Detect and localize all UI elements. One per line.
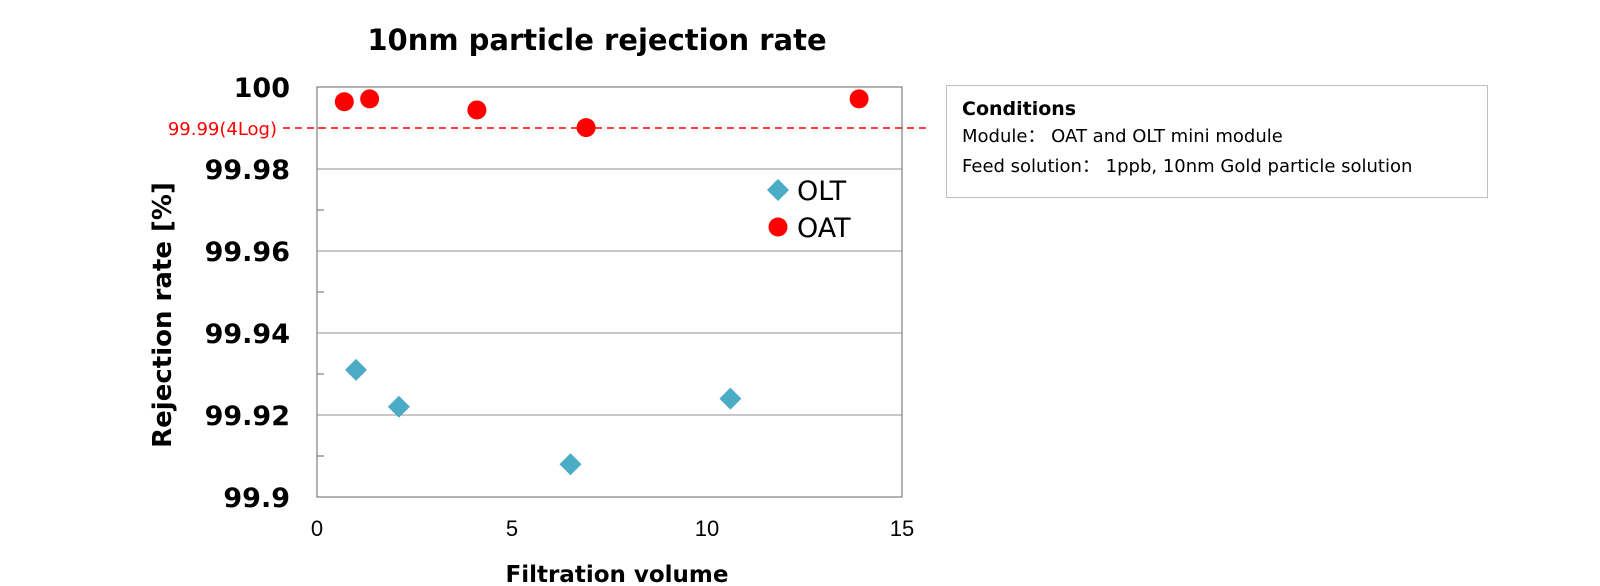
oat-data-point [360,89,380,109]
y-tick-label: 100 [234,73,290,104]
oat-data-point [576,118,596,138]
reference-line-group: 99.99(4Log) [168,119,928,140]
x-tick-label: 10 [695,516,719,541]
y-tick-label: 99.94 [205,319,290,350]
x-tick-label: 15 [890,516,914,541]
y-tick-label: 99.9 [223,483,290,514]
conditions-title: Conditions [962,98,1077,120]
conditions-module: Module： OAT and OLT mini module [962,126,1283,147]
y-tick-label: 99.96 [205,237,290,268]
grid-lines [317,168,902,416]
plot-area [316,86,903,498]
x-axis-label: Filtration volume [505,562,728,586]
legend: OLT OAT [767,176,851,244]
reference-line-label: 99.99(4Log) [168,119,277,140]
oat-data-point [334,92,354,112]
axis-ticks: 99.9 99.92 99.94 99.96 99.98 100 0 5 10 15 [205,73,915,541]
olt-data-point [387,395,410,418]
x-tick-label: 0 [311,516,323,541]
y-tick-label: 99.92 [205,401,290,432]
legend-label-olt: OLT [797,176,847,207]
legend-marker-olt [767,179,789,201]
y-tick-label: 99.98 [205,155,290,186]
legend-marker-oat [768,217,788,237]
x-tick-label: 5 [506,516,518,541]
y-axis-label: Rejection rate [%] [148,182,178,448]
legend-label-oat: OAT [797,213,851,244]
data-marks [334,89,869,476]
conditions-box: Conditions Module： OAT and OLT mini modu… [946,85,1488,198]
olt-data-point [719,387,742,410]
oat-data-point [849,89,869,109]
olt-data-point [345,358,367,381]
chart-title: 10nm particle rejection rate [367,23,826,57]
olt-data-point [559,453,582,476]
conditions-feed: Feed solution： 1ppb, 10nm Gold particle … [962,156,1413,177]
oat-data-point [467,100,487,120]
